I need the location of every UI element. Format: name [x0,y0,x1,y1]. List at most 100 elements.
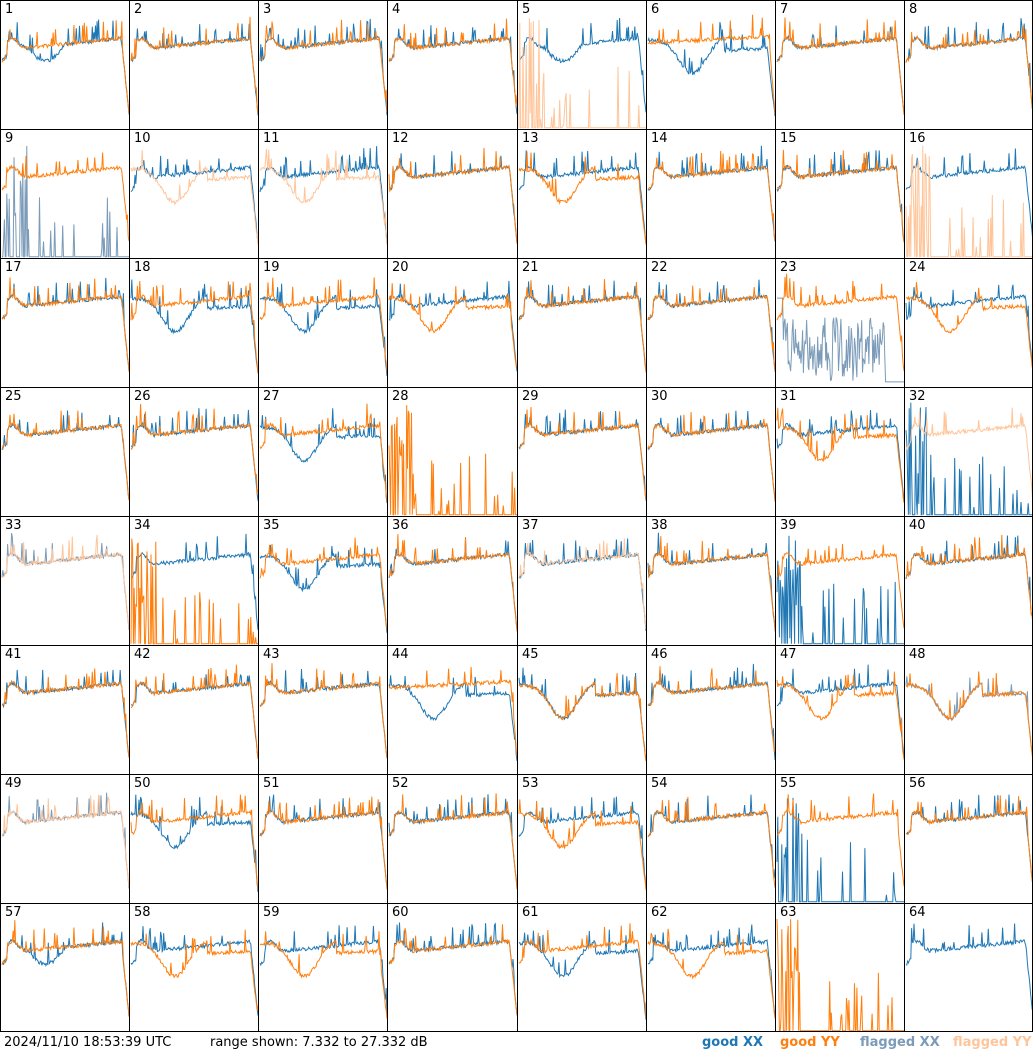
panel-number: 40 [909,518,926,533]
panel-plot [1,668,129,758]
panel-24: 24 [904,258,1033,387]
panel-number: 51 [263,776,280,791]
panel-64: 64 [904,903,1033,1032]
panel-number: 55 [780,776,797,791]
footer: 2024/11/10 18:53:39 UTC range shown: 7.3… [0,1032,1033,1053]
panel-number: 9 [5,131,14,146]
series-yy-34 [130,538,258,645]
panel-number: 50 [134,776,151,791]
panel-plot [1,410,129,501]
panel-plot [776,17,904,115]
series-yy-49 [1,794,129,887]
panel-plot [259,146,387,245]
panel-5: 5 [517,0,646,129]
panel-number: 27 [263,389,280,404]
panel-plot [130,403,258,501]
panel-plot [1,920,129,1017]
panel-34: 34 [129,516,258,645]
panel-plot [905,18,1033,116]
series-yy-41 [1,668,129,758]
series-yy-17 [1,277,129,372]
series-yy-63 [776,918,904,1032]
panel-plot [905,923,1033,1010]
panel-59: 59 [258,903,387,1032]
panel-18: 18 [129,258,258,387]
legend-good-xx: good XX [702,1032,763,1053]
panel-12: 12 [387,129,517,258]
panel-number: 25 [5,389,22,404]
panel-number: 7 [780,2,789,17]
panel-number: 20 [392,260,409,275]
panel-number: 16 [909,131,926,146]
panel-33: 33 [0,516,129,645]
series-xx-11 [259,146,387,245]
panel-plot [259,537,387,633]
panel-plot [776,407,904,503]
series-xx-39 [776,535,904,645]
panel-plot [259,18,387,116]
series-yy-48 [905,671,1033,762]
series-yy-29 [518,406,646,500]
panel-number: 45 [522,647,539,662]
panel-4: 4 [387,0,517,129]
series-xx-48 [905,676,1033,760]
series-xx-35 [259,544,387,633]
series-yy-15 [776,149,904,243]
series-xx-8 [905,18,1033,114]
panel-number: 33 [5,518,22,533]
panel-number: 54 [651,776,668,791]
panel-11: 11 [258,129,387,258]
panel-50: 50 [129,774,258,903]
series-xx-17 [1,277,129,371]
series-yy-30 [647,411,775,502]
legend-flagged-xx-label: flagged XX [860,1035,940,1050]
series-xx-13 [518,150,646,244]
panel-plot [647,532,775,632]
panel-23: 23 [775,258,904,387]
panel-38: 38 [646,516,775,645]
panel-number: 4 [392,2,401,17]
panel-22: 22 [646,258,775,387]
panel-30: 30 [646,387,775,516]
series-xx-9 [2,145,129,258]
series-xx-29 [518,409,646,501]
panel-plot [647,279,775,372]
panel-37: 37 [517,516,646,645]
series-yy-54 [647,796,775,888]
panel-plot [518,406,646,501]
series-xx-61 [518,929,646,1020]
panel-27: 27 [258,387,387,516]
series-yy-42 [130,664,258,759]
panel-number: 23 [780,260,797,275]
series-xx-31 [776,409,904,501]
legend-flagged-yy: flagged YY [953,1032,1032,1053]
series-xx-64 [905,923,1033,1010]
series-yy-40 [905,534,1033,630]
series-xx-46 [647,663,775,761]
panel-31: 31 [775,387,904,516]
panel-51: 51 [258,774,387,903]
panel-number: 10 [134,131,151,146]
series-xx-55 [776,797,904,903]
panel-plot [130,16,258,116]
panel-plot [388,666,517,761]
panel-plot [388,405,517,516]
series-xx-6 [647,22,775,117]
panel-number: 34 [134,518,151,533]
panel-plot [776,664,904,760]
series-yy-59 [259,931,387,1019]
panel-plot [1,277,129,372]
panel-number: 59 [263,905,280,920]
panel-43: 43 [258,645,387,774]
series-xx-14 [647,145,775,242]
panel-8: 8 [904,0,1033,129]
panel-plot [905,671,1033,762]
series-yy-56 [906,795,1033,887]
panel-plot [905,282,1033,373]
panel-plot [776,793,904,903]
panel-plot [647,663,775,761]
series-xx-23 [777,297,904,383]
series-yy-23 [776,273,904,371]
series-xx-10 [130,155,258,244]
legend-good-xx-label: good XX [702,1035,764,1050]
